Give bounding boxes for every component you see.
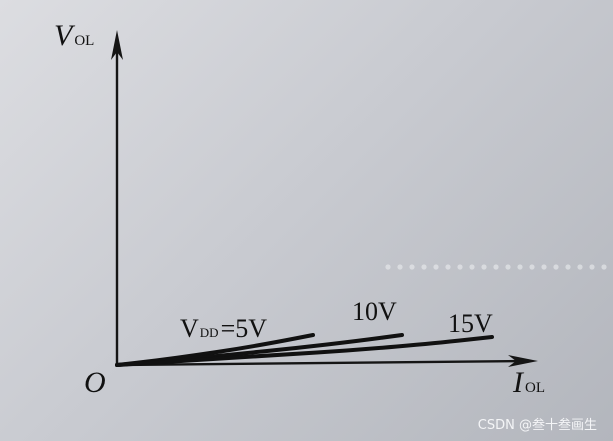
decor-dot [433,264,439,270]
decor-dot [493,264,499,270]
decor-dot [481,264,487,270]
decor-dot [553,264,559,270]
decor-dot [421,264,427,270]
watermark: CSDN @叁十叁画生 [477,418,597,433]
series-curves [115,333,494,367]
decor-dot [601,264,607,270]
series-label-15v: 15V [448,309,493,338]
background-decoration [385,264,607,270]
series-label-vdd-5v: VDD=5V [180,314,267,343]
series-line-3 [115,335,494,367]
y-axis-arrow [111,30,123,60]
decor-dot [505,264,511,270]
decor-dot [589,264,595,270]
decor-dot [517,264,523,270]
decor-dot [397,264,403,270]
decor-dot [529,264,535,270]
decor-dot [385,264,391,270]
decor-dot [577,264,583,270]
decor-dot [565,264,571,270]
x-axis [116,359,529,367]
x-axis-label: I OL [512,366,545,399]
series-label-10v: 10V [352,297,397,326]
decor-dot [541,264,547,270]
decor-dot [409,264,415,270]
y-axis-label: V OL [54,19,94,52]
decor-dot [457,264,463,270]
decor-dot [469,264,475,270]
origin-label: O [84,366,106,399]
decor-dot [445,264,451,270]
x-axis-arrow [508,355,538,367]
